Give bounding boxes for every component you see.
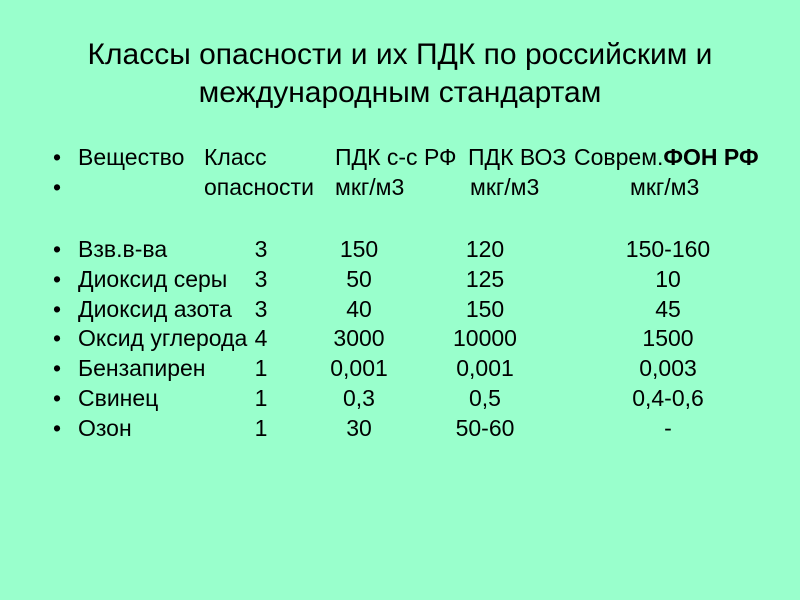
substance-name: Озон: [78, 415, 132, 441]
hazard-class-value: 4: [254, 325, 268, 351]
table-row: • Свинец 1 0,3 0,5 0,4-0,6: [0, 383, 800, 413]
hazard-class-value: 3: [254, 296, 268, 322]
pdk-voz-value: 150: [465, 296, 505, 322]
pdk-rf-value: 0,001: [330, 355, 388, 381]
header-class-line2: опасности: [204, 174, 314, 200]
slide-title: Классы опасности и их ПДК по российским …: [0, 36, 800, 112]
table-row: • Диоксид азота 3 40 150 45: [0, 294, 800, 324]
fon-rf-value: 150-160: [625, 236, 711, 262]
table-row: • Взв.в-ва 3 150 120 150-160: [0, 234, 800, 264]
pdk-voz-value: 50-60: [455, 415, 515, 441]
hazard-class-value: 1: [254, 385, 268, 411]
header-unit-pdk-voz: мкг/м3: [470, 174, 540, 200]
pdk-voz-value: 125: [465, 266, 505, 292]
bullet-icon: •: [53, 296, 62, 322]
pdk-voz-value: 10000: [453, 325, 517, 351]
fon-rf-value: 0,4-0,6: [632, 385, 704, 411]
bullet-icon: •: [53, 355, 62, 381]
pdk-rf-value: 0,3: [343, 385, 375, 411]
table-header-row-2: • опасности мкг/м3 мкг/м3 мкг/м3: [0, 172, 800, 202]
bullet-icon: •: [53, 266, 62, 292]
pdk-rf-value: 150: [339, 236, 379, 262]
header-pdk-voz: ПДК ВОЗ: [468, 144, 567, 170]
bullet-icon: •: [53, 385, 62, 411]
table-row: • Оксид углерода 4 3000 10000 1500: [0, 323, 800, 353]
table-header-row-1: • Вещество Класс ПДК с-с РФ ПДК ВОЗ Совр…: [0, 142, 800, 172]
slide-title-line-1: Классы опасности и их ПДК по российским …: [87, 38, 713, 71]
fon-rf-value: 10: [655, 266, 681, 292]
substance-name: Диоксид азота: [78, 296, 232, 322]
fon-rf-value: 1500: [642, 325, 694, 351]
slide-title-line-2: международным стандартам: [198, 76, 602, 109]
bullet-icon: •: [53, 236, 62, 262]
substance-name: Свинец: [78, 385, 159, 411]
fon-rf-value: -: [664, 415, 672, 441]
header-sovrem-fon-rf: Соврем.ФОН РФ: [574, 142, 759, 172]
substance-name: Оксид углерода: [78, 325, 248, 351]
substance-name: Взв.в-ва: [78, 236, 168, 262]
pdk-rf-value: 30: [346, 415, 372, 441]
header-unit-fon: мкг/м3: [630, 174, 700, 200]
pdk-rf-value: 40: [346, 296, 372, 322]
hazard-class-value: 1: [254, 415, 268, 441]
substance-name: Бензапирен: [78, 355, 206, 381]
hazard-class-value: 3: [254, 266, 268, 292]
pdk-voz-value: 0,001: [456, 355, 514, 381]
bullet-icon: •: [53, 325, 62, 351]
bullet-icon: •: [53, 144, 62, 170]
pdk-voz-value: 120: [465, 236, 505, 262]
header-unit-pdk-rf: мкг/м3: [335, 174, 405, 200]
header-pdk-ss-rf: ПДК с-с РФ: [335, 144, 457, 170]
fon-rf-value: 45: [655, 296, 681, 322]
header-sovrem-label: Соврем.: [574, 144, 664, 170]
hazard-class-value: 1: [254, 355, 268, 381]
pdk-voz-value: 0,5: [469, 385, 501, 411]
header-fon-rf-label: ФОН РФ: [663, 144, 759, 170]
substance-name: Диоксид серы: [78, 266, 228, 292]
table-row: • Диоксид серы 3 50 125 10: [0, 264, 800, 294]
table-row: • Озон 1 30 50-60 -: [0, 413, 800, 443]
header-substance: Вещество: [78, 144, 185, 170]
pdk-rf-value: 3000: [333, 325, 385, 351]
bullet-icon: •: [53, 415, 62, 441]
table-row: • Бензапирен 1 0,001 0,001 0,003: [0, 353, 800, 383]
pdk-rf-value: 50: [346, 266, 372, 292]
fon-rf-value: 0,003: [639, 355, 697, 381]
header-class: Класс: [204, 144, 267, 170]
hazard-class-value: 3: [254, 236, 268, 262]
bullet-icon: •: [53, 174, 62, 200]
